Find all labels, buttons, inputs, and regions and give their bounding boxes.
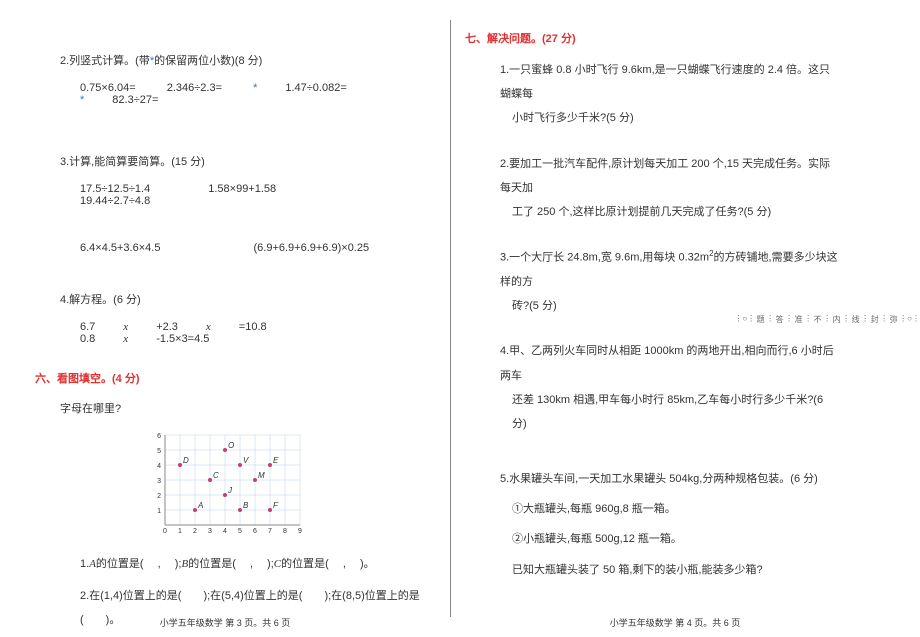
r-q3: 3.一个大厅长 24.8m,宽 9.6m,用每块 0.32m2的方砖铺地,需要多… [500,245,840,318]
svg-text:5: 5 [238,528,242,535]
q3-title: 3.计算,能简算要简算。(15 分) [60,151,420,173]
svg-text:7: 7 [268,528,272,535]
svg-text:E: E [273,456,279,465]
binding-margin: ⋮○⋮ 弥⋮封⋮ 线⋮内⋮ 不⋮准⋮ 答⋮题⋮ ○⋮ [900,0,920,637]
footer-right: 小学五年级数学 第 4 页。共 6 页 [450,616,900,629]
svg-text:1: 1 [178,528,182,535]
r-q5: 5.水果罐头车间,一天加工水果罐头 504kg,分两种规格包装。(6 分) ①大… [500,467,840,582]
svg-text:5: 5 [157,448,161,455]
svg-text:2: 2 [157,493,161,500]
svg-text:D: D [183,456,189,465]
svg-text:3: 3 [157,478,161,485]
svg-text:1: 1 [157,508,161,515]
svg-text:O: O [228,441,234,450]
svg-text:M: M [258,471,265,480]
svg-text:9: 9 [298,528,302,535]
sec6-sub: 字母在哪里? [60,398,420,420]
svg-text:V: V [243,456,249,465]
q2-exprs: 0.75×6.04= 2.346÷2.3= *1.47÷0.082= *82.3… [80,82,420,106]
sec7-title: 七、解决问题。(27 分) [465,30,840,46]
r-q1: 1.一只蜜蜂 0.8 小时飞行 9.6km,是一只蝴蝶飞行速度的 2.4 倍。这… [500,58,840,131]
svg-text:B: B [243,501,249,510]
svg-text:4: 4 [157,463,161,470]
svg-text:C: C [213,471,219,480]
coordinate-grid: 0 1 2 3 4 5 6 7 8 9 1 2 3 4 5 6 D CJ VM F E O B A [150,430,420,538]
svg-text:0: 0 [163,528,167,535]
q4-title: 4.解方程。(6 分) [60,289,420,311]
svg-text:A: A [197,501,203,510]
q3-row2: 6.4×4.5+3.6×4.5 (6.9+6.9+6.9+6.9)×0.25 [80,242,420,254]
footer-left: 小学五年级数学 第 3 页。共 6 页 [0,616,450,629]
r-q2: 2.要加工一批汽车配件,原计划每天加工 200 个,15 天完成任务。实际每天加… [500,152,840,225]
q3-row1: 17.5÷12.5÷1.4 1.58×99+1.58 19.44÷2.7÷4.8 [80,183,420,207]
page-left: 2.列竖式计算。(带*的保留两位小数)(8 分) 0.75×6.04= 2.34… [0,0,450,637]
svg-text:F: F [273,501,279,510]
sec6-line1: 1.A的位置是( , );B的位置是( , );C的位置是( , )。 [80,552,420,576]
sec6-title: 六、看图填空。(4 分) [35,370,420,386]
r-q4: 4.甲、乙两列火车同时从相距 1000km 的两地开出,相向而行,6 小时后两车… [500,339,840,436]
svg-text:J: J [227,486,233,495]
q4-exprs: 6.7x+2.3x=10.8 0.8x-1.5×3=4.5 [80,321,420,345]
svg-text:4: 4 [223,528,227,535]
svg-text:8: 8 [283,528,287,535]
svg-text:3: 3 [208,528,212,535]
svg-text:2: 2 [193,528,197,535]
svg-text:6: 6 [253,528,257,535]
q2-title: 2.列竖式计算。(带*的保留两位小数)(8 分) [60,50,420,72]
svg-text:6: 6 [157,433,161,440]
